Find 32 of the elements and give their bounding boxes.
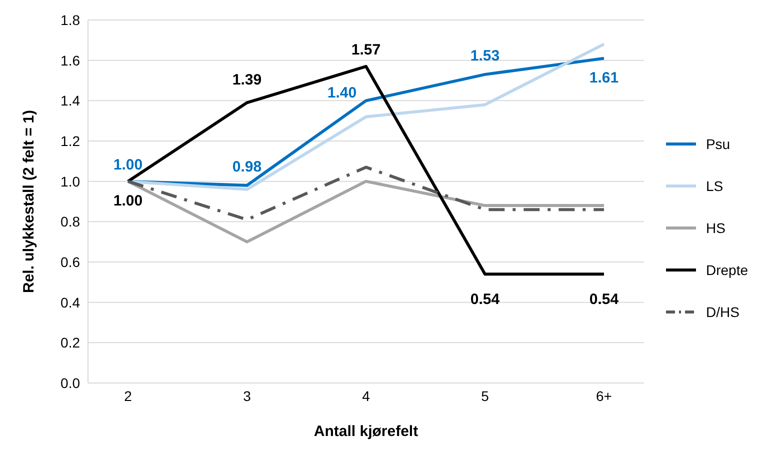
legend-label: HS xyxy=(706,220,726,236)
y-axis-title: Rel. ulykkestall (2 felt = 1) xyxy=(20,110,38,293)
data-label: 0.54 xyxy=(589,291,620,308)
x-tick-label: 4 xyxy=(362,388,370,404)
y-tick-label: 1.0 xyxy=(60,173,80,190)
data-label: 1.57 xyxy=(351,41,381,58)
y-tick-label: 0.6 xyxy=(60,254,80,270)
y-tick-label: 1.4 xyxy=(60,92,80,109)
data-label: 1.39 xyxy=(232,72,262,89)
x-tick-label: 5 xyxy=(481,388,490,404)
data-label: 1.00 xyxy=(113,156,143,174)
data-label: 0.54 xyxy=(470,291,500,308)
data-label: 1.53 xyxy=(470,47,500,64)
legend-label: Psu xyxy=(706,136,730,152)
legend-label: Drepte xyxy=(706,262,748,278)
y-tick-label: 0.4 xyxy=(60,294,80,310)
data-label: 1.00 xyxy=(113,192,143,210)
y-tick-label: 1.6 xyxy=(60,52,80,68)
y-tick-label: 1.2 xyxy=(60,132,80,149)
legend-label: D/HS xyxy=(706,304,740,320)
y-tick-label: 0.8 xyxy=(60,214,80,230)
y-tick-label: 1.8 xyxy=(60,12,80,28)
data-label: 1.61 xyxy=(589,69,619,86)
data-label: 0.98 xyxy=(232,158,262,176)
x-axis-title: Antall kjørefelt xyxy=(314,423,418,440)
data-label: 1.40 xyxy=(327,84,357,102)
x-tick-label: 6+ xyxy=(596,388,612,404)
y-tick-label: 0.2 xyxy=(60,334,80,351)
x-tick-label: 3 xyxy=(243,388,252,404)
y-tick-label: 0.0 xyxy=(60,374,80,391)
x-tick-label: 2 xyxy=(124,388,132,404)
legend-label: LS xyxy=(706,178,724,194)
